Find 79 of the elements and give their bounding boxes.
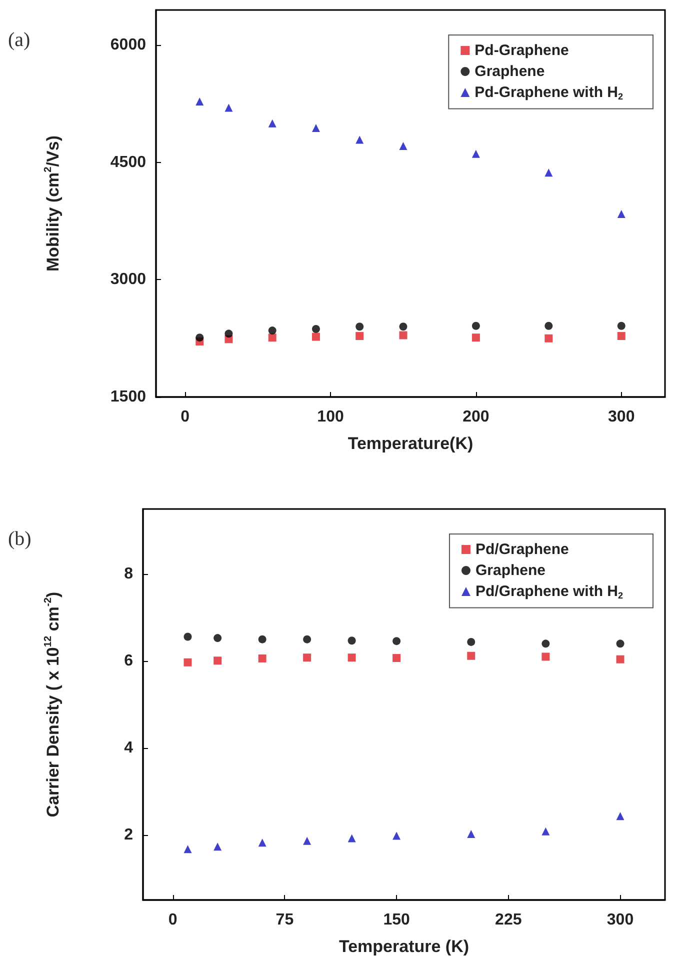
point <box>312 324 320 333</box>
point <box>214 634 222 642</box>
y-tick-label: 6000 <box>110 36 146 54</box>
x-tick-label: 75 <box>276 912 294 928</box>
point <box>467 830 476 838</box>
point <box>544 334 553 342</box>
y-tick-label: 1500 <box>110 388 146 406</box>
x-axis-title: Temperature (K) <box>338 937 470 956</box>
text: (b) <box>8 528 32 550</box>
x-tick-label: 150 <box>383 912 410 928</box>
y-tick-label: 4 <box>124 739 134 756</box>
point <box>312 332 320 341</box>
point <box>356 322 364 331</box>
point <box>196 97 204 106</box>
point <box>399 322 408 331</box>
x-tick-label: 200 <box>462 408 490 426</box>
point <box>348 654 356 662</box>
point <box>617 322 626 330</box>
point <box>542 652 550 661</box>
y-axis-title: Mobility (cm2/Vs) <box>43 135 62 272</box>
point <box>472 334 480 342</box>
point <box>348 834 356 842</box>
point <box>258 635 266 644</box>
legend-label: Graphene <box>475 562 546 579</box>
point <box>268 334 276 342</box>
point <box>392 654 401 662</box>
point <box>184 632 192 641</box>
y-tick-label: 4500 <box>110 154 146 171</box>
point <box>616 655 624 664</box>
point <box>467 638 476 646</box>
legend-label: Pd-Graphene <box>474 42 569 59</box>
point <box>616 640 624 648</box>
y-tick-label: 6 <box>124 652 134 670</box>
x-axis-title: Temperature(K) <box>348 434 474 453</box>
point <box>312 124 320 132</box>
point <box>617 210 626 218</box>
point <box>224 330 233 338</box>
point <box>268 326 276 335</box>
point <box>467 652 476 660</box>
point <box>472 150 480 158</box>
x-tick-label: 225 <box>495 912 522 928</box>
point <box>544 322 553 330</box>
x-tick-label: 100 <box>317 408 344 426</box>
point <box>542 827 550 836</box>
point <box>258 654 266 662</box>
y-tick-label: 2 <box>124 826 134 844</box>
point <box>356 332 364 340</box>
point <box>184 658 192 666</box>
point <box>258 838 266 847</box>
point <box>196 334 204 342</box>
point <box>544 168 553 177</box>
point <box>617 332 626 340</box>
point <box>356 136 364 144</box>
y-axis-title: Carrier Density ( x 1012 cm-2) <box>43 592 62 818</box>
point <box>542 640 550 648</box>
point <box>392 832 401 840</box>
point <box>399 331 408 340</box>
legend-label: Graphene <box>474 63 545 80</box>
point <box>303 654 312 662</box>
y-tick-label: 8 <box>124 566 134 583</box>
point <box>268 119 276 128</box>
point <box>348 636 356 645</box>
point <box>392 637 401 646</box>
text: (a) <box>8 29 30 51</box>
point <box>616 812 624 820</box>
legend-label: Pd/Graphene <box>475 541 569 558</box>
point <box>303 635 312 644</box>
y-tick-label: 3000 <box>110 271 146 288</box>
x-tick-label: 0 <box>168 912 178 928</box>
x-tick-label: 0 <box>180 408 190 426</box>
point <box>214 842 222 851</box>
point <box>399 142 408 150</box>
point <box>214 656 222 665</box>
point <box>184 845 192 854</box>
point <box>303 836 312 845</box>
x-tick-label: 300 <box>606 912 634 928</box>
x-tick-label: 300 <box>608 408 635 426</box>
point <box>224 104 233 112</box>
point <box>472 322 480 330</box>
